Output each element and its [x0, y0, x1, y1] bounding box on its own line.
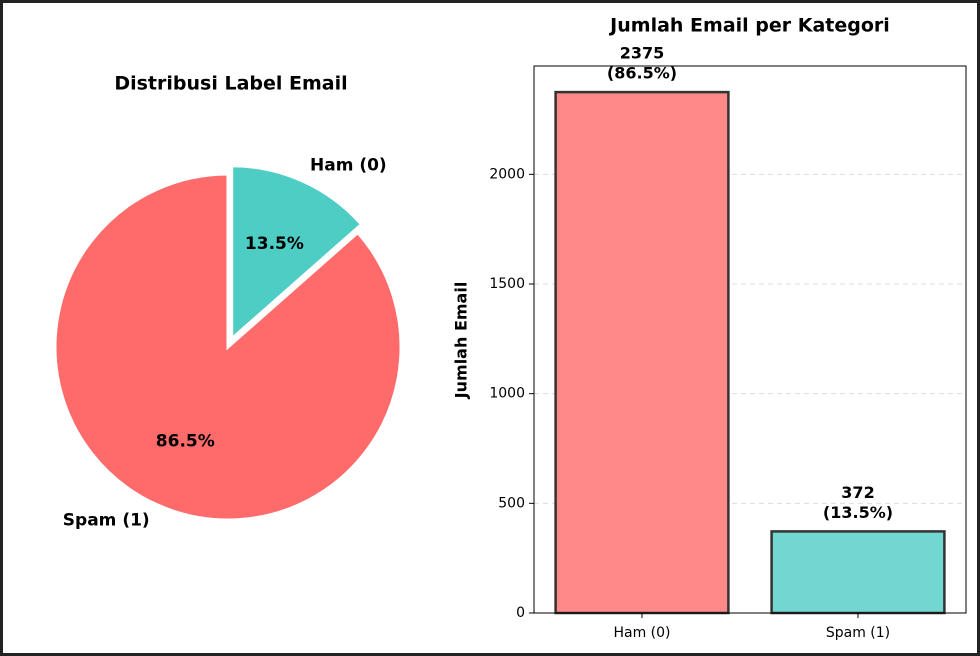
y-tick-label: 0 — [516, 605, 525, 621]
y-tick-label: 1000 — [489, 386, 525, 402]
y-axis-label: Jumlah Email — [452, 282, 471, 400]
pie-title: Distribusi Label Email — [114, 73, 347, 95]
bar-title: Jumlah Email per Kategori — [608, 15, 890, 37]
x-tick-label: Ham (0) — [613, 625, 670, 641]
bar — [770, 530, 946, 615]
x-tick-label: Spam (1) — [826, 625, 890, 641]
plot-frame — [533, 65, 967, 614]
bar-percent-label: (86.5%) — [607, 64, 677, 83]
percent-label: 86.5% — [156, 432, 215, 452]
slice-label: Spam (1) — [63, 510, 150, 530]
slice-label: Ham (0) — [310, 155, 387, 175]
pie-slice — [53, 172, 403, 522]
bar — [554, 90, 730, 615]
bar-value-label: 372 — [841, 483, 874, 502]
bar-percent-label: (13.5%) — [823, 503, 893, 522]
y-tick-label: 2000 — [489, 166, 525, 182]
y-tick-label: 1500 — [489, 276, 525, 292]
y-tick-label: 500 — [498, 495, 525, 511]
bar-value-label: 2375 — [620, 44, 665, 63]
pie-slice — [230, 164, 364, 343]
percent-label: 13.5% — [245, 234, 304, 254]
